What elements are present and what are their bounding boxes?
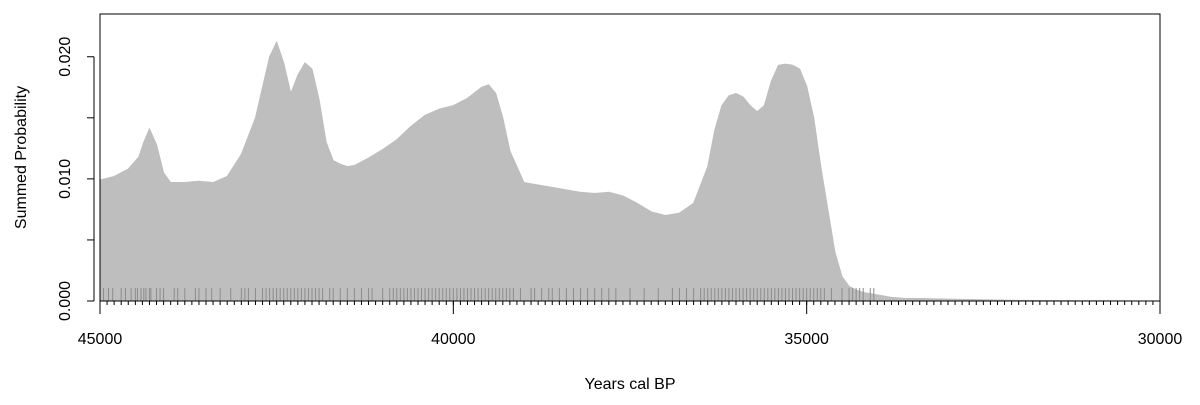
x-tick-label: 40000 — [431, 331, 476, 348]
summed-probability-area-0 — [99, 40, 1161, 302]
rug-layer — [103, 288, 875, 301]
y-tick-label: 0.020 — [57, 37, 74, 77]
x-tick-label: 45000 — [78, 331, 123, 348]
y-axis: 0.000 0.010 0.020 — [57, 37, 95, 321]
area-layer — [99, 40, 1161, 302]
x-axis-title: Years cal BP — [584, 376, 675, 393]
y-tick-label: 0.010 — [57, 159, 74, 199]
y-tick-label: 0.000 — [57, 281, 74, 321]
x-tick-label: 35000 — [784, 331, 829, 348]
x-tick-label: 30000 — [1138, 331, 1183, 348]
x-axis: 45000 40000 35000 30000 — [78, 300, 1183, 348]
y-axis-title: Summed Probability — [13, 86, 30, 229]
